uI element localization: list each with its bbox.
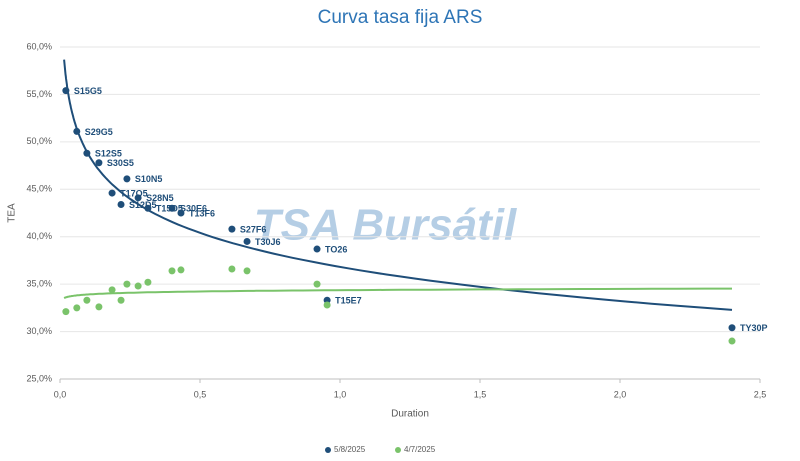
y-axis-label: TEA <box>7 203 18 223</box>
y-tick-label: 40,0% <box>26 231 52 241</box>
point-label: S30E6 <box>180 204 207 214</box>
point <box>83 296 91 304</box>
point-label: T17O5 <box>120 188 148 198</box>
point-label: S27F6 <box>240 225 267 235</box>
point <box>108 189 116 197</box>
point <box>144 278 152 286</box>
point <box>323 301 331 309</box>
point <box>228 265 236 273</box>
point-label: S10N5 <box>135 174 163 184</box>
point <box>313 245 321 253</box>
point <box>134 194 142 202</box>
watermark: TSA Bursátil <box>254 201 517 250</box>
point <box>243 237 251 245</box>
x-tick-label: 1,0 <box>334 389 347 399</box>
point <box>123 280 131 288</box>
point-label: T30J6 <box>255 237 281 247</box>
point <box>117 200 125 208</box>
legend-label: 5/8/2025 <box>334 445 366 454</box>
legend-label: 4/7/2025 <box>404 445 436 454</box>
point-label: S28N5 <box>146 193 174 203</box>
point <box>243 267 251 275</box>
point <box>83 149 91 157</box>
point <box>168 267 176 275</box>
point <box>144 204 152 212</box>
point <box>117 296 125 304</box>
x-axis-label: Duration <box>391 409 429 420</box>
point <box>168 204 176 212</box>
x-tick-label: 2,5 <box>754 389 767 399</box>
x-tick-label: 0,0 <box>54 389 67 399</box>
y-tick-label: 25,0% <box>26 373 52 383</box>
point-label: T15E7 <box>335 296 362 306</box>
point <box>73 304 81 312</box>
point-label: T13F6 <box>189 208 215 218</box>
point-label: S30S5 <box>107 158 134 168</box>
point <box>95 303 103 311</box>
chart-title: Curva tasa fija ARS <box>318 7 483 28</box>
legend-marker <box>325 447 331 453</box>
y-tick-label: 30,0% <box>26 326 52 336</box>
point <box>62 308 70 316</box>
y-tick-label: 55,0% <box>26 89 52 99</box>
point-label: S12D5 <box>129 200 157 210</box>
point-label: TY30P <box>740 323 768 333</box>
point <box>177 209 185 217</box>
x-tick-label: 2,0 <box>614 389 627 399</box>
trendline <box>63 287 732 299</box>
point <box>177 266 185 274</box>
point <box>728 324 736 332</box>
trendline <box>63 59 733 311</box>
x-tick-label: 0,5 <box>194 389 207 399</box>
point <box>108 286 116 294</box>
y-tick-label: 60,0% <box>26 41 52 51</box>
point <box>728 337 736 345</box>
y-tick-label: 50,0% <box>26 136 52 146</box>
point-label: S15G5 <box>74 86 102 96</box>
point-label: S12S5 <box>95 149 122 159</box>
point <box>123 175 131 183</box>
point-label: TO26 <box>325 244 347 254</box>
point <box>73 127 81 135</box>
point <box>62 87 70 95</box>
point-label: S29G5 <box>85 127 113 137</box>
y-tick-label: 35,0% <box>26 279 52 289</box>
legend-marker <box>395 447 401 453</box>
y-tick-label: 45,0% <box>26 184 52 194</box>
x-tick-label: 1,5 <box>474 389 487 399</box>
point <box>95 159 103 167</box>
point <box>313 280 321 288</box>
point <box>134 282 142 290</box>
point <box>228 225 236 233</box>
